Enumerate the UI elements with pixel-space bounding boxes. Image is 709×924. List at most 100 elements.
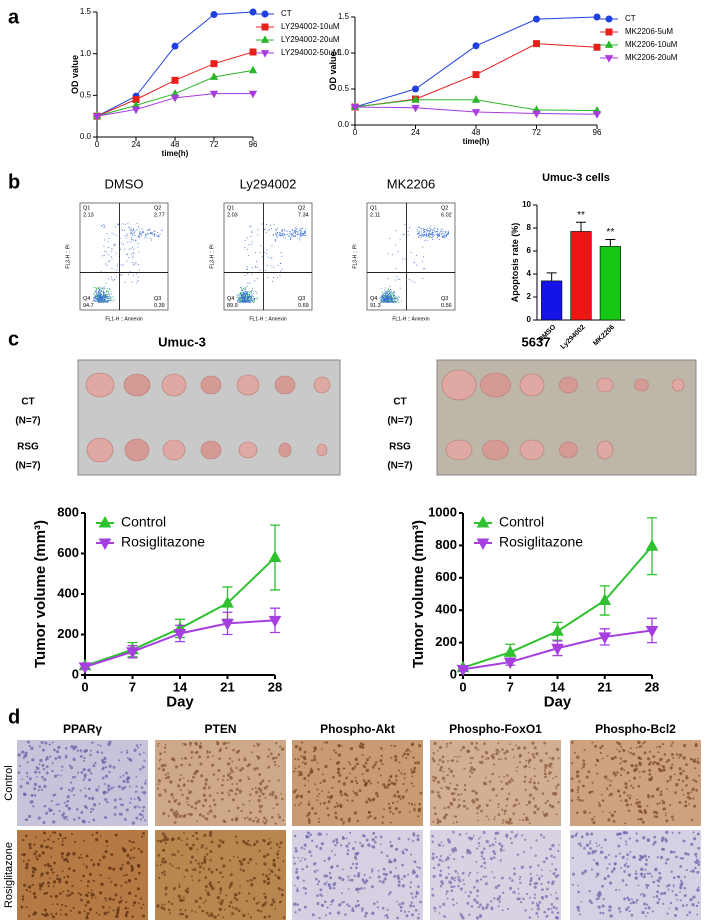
ihc-cell: [601, 744, 604, 748]
x-tick-label: 0: [81, 679, 88, 694]
ihc-cell: [194, 807, 197, 810]
ihc-cell: [301, 761, 304, 764]
flow-dot: [247, 291, 249, 293]
flow-dot: [153, 235, 155, 237]
bar: [541, 280, 563, 321]
ihc-cell: [316, 762, 319, 764]
flow-dot: [125, 237, 127, 239]
ihc-cell: [229, 883, 233, 887]
ihc-cell: [431, 856, 435, 860]
ihc-cell: [598, 844, 601, 847]
ihc-cell: [282, 916, 286, 919]
flow-dot: [421, 231, 423, 233]
ihc-cell: [643, 854, 647, 858]
flow-dot: [106, 301, 108, 303]
ihc-cell: [65, 804, 69, 808]
ihc-cell: [551, 756, 555, 761]
ihc-cell: [414, 761, 417, 765]
ihc-cell: [647, 906, 651, 910]
ihc-cell: [256, 767, 259, 770]
ihc-cell: [541, 792, 545, 795]
ihc-cell: [97, 785, 100, 788]
ihc-cell: [447, 872, 450, 875]
ihc-cell: [52, 813, 55, 816]
ihc-cell: [53, 861, 56, 865]
flow-dot: [271, 245, 273, 247]
flow-dot: [246, 299, 248, 301]
ihc-cell: [317, 767, 320, 771]
ihc-cell: [686, 795, 690, 799]
flow-dot: [246, 300, 248, 302]
ihc-cell: [450, 882, 453, 885]
x-tick-label: 72: [532, 128, 541, 137]
flow-dot: [390, 301, 392, 303]
y-tick-label: 0: [450, 666, 457, 681]
flow-dot: [142, 231, 144, 232]
flow-dot: [390, 295, 392, 297]
ihc-cell: [522, 897, 525, 901]
ihc-cell: [61, 870, 64, 873]
ihc-cell: [489, 799, 492, 802]
ihc-cell: [361, 907, 364, 910]
ihc-cell: [219, 747, 223, 751]
ihc-cell: [540, 895, 544, 900]
flow-dot: [94, 287, 96, 289]
ihc-cell: [218, 907, 222, 912]
ihc-cell: [548, 847, 552, 851]
ihc-cell: [25, 906, 28, 909]
y-tick-label: 600: [57, 545, 79, 560]
ihc-cell: [686, 791, 690, 795]
flow-dot: [94, 296, 96, 298]
ihc-cell: [320, 894, 324, 897]
ihc-cell: [498, 897, 501, 900]
flow-dot: [254, 297, 256, 299]
ihc-cell: [43, 804, 47, 808]
ihc-cell: [241, 767, 245, 770]
flow-dot: [111, 256, 113, 258]
ihc-cell: [639, 893, 642, 896]
flow-dot: [248, 299, 250, 301]
ihc-cell: [623, 870, 626, 873]
ihc-cell: [101, 768, 104, 771]
ihc-cell: [501, 808, 504, 811]
flow-dot: [135, 263, 137, 265]
ihc-cell: [467, 836, 471, 840]
flow-dot: [104, 300, 105, 302]
flow-dot: [446, 233, 448, 235]
ihc-cell: [318, 792, 321, 795]
ihc-cell: [657, 767, 661, 771]
ihc-cell: [355, 852, 359, 856]
ihc-cell: [531, 901, 535, 905]
ihc-cell: [303, 843, 307, 847]
flow-dot: [124, 281, 126, 283]
ihc-cell: [598, 803, 602, 807]
ihc-cell: [485, 906, 489, 910]
ihc-cell: [634, 876, 638, 880]
ihc-cell: [51, 741, 54, 744]
flow-dot: [99, 294, 101, 295]
quadrant-name: Q3: [298, 296, 305, 302]
ihc-cell: [511, 879, 514, 882]
ihc-cell: [226, 773, 231, 777]
ihc-cell: [431, 834, 434, 838]
ihc-cell: [441, 760, 445, 764]
ihc-cell: [269, 841, 272, 844]
flow-dot: [106, 290, 108, 292]
ihc-cell: [132, 904, 135, 907]
flow-dot: [251, 291, 252, 293]
ihc-cell: [478, 903, 482, 907]
ihc-cell: [520, 865, 524, 869]
flow-dot: [241, 296, 243, 298]
tumor: [441, 369, 477, 401]
ihc-cell: [83, 910, 86, 912]
ihc-cell: [636, 798, 639, 801]
ihc-cell: [398, 761, 401, 764]
flow-dot: [141, 232, 143, 234]
flow-dot: [399, 278, 401, 280]
ihc-cell: [203, 833, 207, 837]
flow-dot: [98, 288, 100, 290]
ihc-cell: [544, 766, 547, 770]
ihc-cell: [323, 900, 327, 903]
flow-dot: [138, 237, 140, 238]
flow-dot: [244, 300, 246, 302]
